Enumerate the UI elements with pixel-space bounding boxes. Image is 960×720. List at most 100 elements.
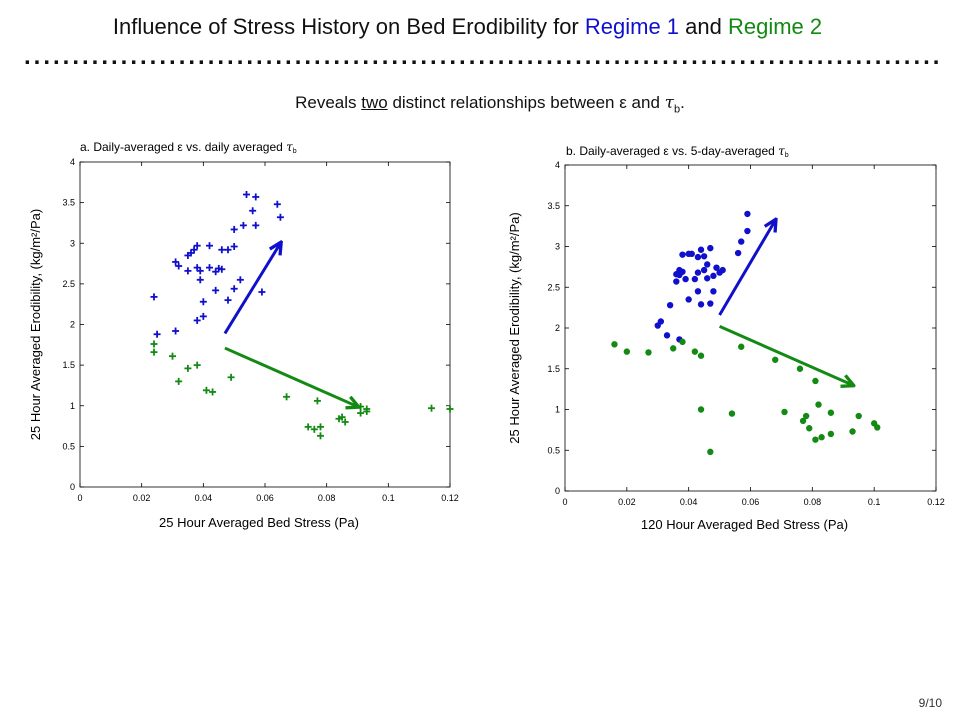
data-point <box>710 288 717 295</box>
data-point <box>283 393 291 401</box>
y-tick-label: 3 <box>70 238 75 248</box>
data-point <box>849 428 856 435</box>
regime1-label: Regime 1 <box>584 14 680 39</box>
x-tick-label: 0.1 <box>382 493 395 503</box>
panel-title-tau: τ <box>286 140 293 154</box>
data-point <box>206 264 213 272</box>
data-point <box>190 246 198 254</box>
data-point <box>799 417 807 425</box>
trend-arrow <box>223 243 280 335</box>
data-point <box>707 448 714 456</box>
data-point <box>236 276 244 284</box>
y-tick-label: 1.5 <box>62 360 75 370</box>
data-point <box>172 258 180 266</box>
x-tick-label: 0.06 <box>742 497 760 507</box>
data-point <box>243 191 250 198</box>
subtitle-emphasis: two <box>361 93 388 112</box>
data-point <box>663 332 671 339</box>
data-point <box>623 348 631 355</box>
panel-title-tau: τ <box>778 144 785 158</box>
regime2-label: Regime 2 <box>727 14 823 39</box>
data-point <box>818 434 825 441</box>
data-point <box>728 410 736 417</box>
trend-arrow <box>718 220 776 316</box>
data-point <box>196 267 204 275</box>
data-point <box>688 250 695 258</box>
data-point <box>738 238 745 245</box>
panel-title-tau-sub: b <box>785 152 789 159</box>
y-tick-label: 2 <box>70 320 75 330</box>
trend-arrow <box>224 346 358 407</box>
data-point <box>230 285 238 293</box>
data-point <box>719 266 726 274</box>
data-point <box>815 401 822 408</box>
data-point <box>446 405 454 413</box>
data-point <box>175 262 183 270</box>
x-axis-label: 25 Hour Averaged Bed Stress (Pa) <box>159 515 359 530</box>
data-point <box>218 246 226 254</box>
data-point <box>874 424 881 431</box>
data-point <box>812 436 819 443</box>
data-point <box>812 377 819 385</box>
panel-title-text: b. Daily-averaged ε vs. 5-day-averaged <box>566 144 778 158</box>
data-point <box>150 293 158 301</box>
data-point <box>679 338 686 346</box>
data-point <box>827 409 835 416</box>
data-point <box>199 298 207 306</box>
data-point <box>827 430 835 438</box>
data-point <box>713 264 720 271</box>
y-tick-label: 0.5 <box>547 445 560 455</box>
data-point <box>172 327 180 335</box>
data-point <box>202 386 210 394</box>
x-tick-label: 0.02 <box>133 493 151 503</box>
data-point <box>212 286 220 294</box>
x-tick-label: 0 <box>562 497 567 507</box>
x-tick-label: 0.06 <box>256 493 274 503</box>
y-tick-label: 1.5 <box>547 364 560 374</box>
data-point <box>341 418 349 426</box>
data-point <box>169 352 176 360</box>
data-point <box>199 312 207 320</box>
dotted-divider: ........................................… <box>24 50 944 70</box>
data-point <box>276 213 284 221</box>
data-point <box>802 412 810 420</box>
data-point <box>679 251 686 258</box>
data-point <box>645 349 652 356</box>
data-point <box>218 265 226 273</box>
panel-title: b. Daily-averaged ε vs. 5-day-averaged τ… <box>566 144 789 159</box>
data-point <box>694 253 702 261</box>
data-point <box>700 266 708 274</box>
y-tick-label: 1 <box>70 401 75 411</box>
data-point <box>193 242 201 250</box>
data-point <box>772 356 779 363</box>
y-tick-label: 0 <box>70 482 75 492</box>
data-point <box>704 261 711 268</box>
data-point <box>691 275 699 283</box>
data-point <box>175 377 183 385</box>
data-point <box>710 272 717 280</box>
data-point <box>744 227 751 235</box>
data-point <box>694 288 702 295</box>
data-point <box>796 365 804 372</box>
data-point <box>258 288 266 296</box>
data-point <box>697 352 705 359</box>
data-point <box>206 242 213 250</box>
data-point <box>273 200 281 208</box>
x-tick-label: 0.08 <box>318 493 336 503</box>
x-tick-label: 0.04 <box>680 497 698 507</box>
data-point <box>685 296 692 303</box>
data-point <box>363 407 371 415</box>
data-point <box>781 408 788 416</box>
y-tick-label: 0.5 <box>62 441 75 451</box>
data-point <box>227 373 235 381</box>
data-point <box>193 316 201 324</box>
y-tick-label: 2.5 <box>62 279 75 289</box>
data-point <box>209 388 217 396</box>
data-point <box>707 300 714 307</box>
data-point <box>184 364 192 372</box>
y-tick-label: 2.5 <box>547 282 560 292</box>
page-number: 9/10 <box>918 696 942 710</box>
y-tick-label: 3.5 <box>62 198 75 208</box>
data-point <box>806 425 813 432</box>
